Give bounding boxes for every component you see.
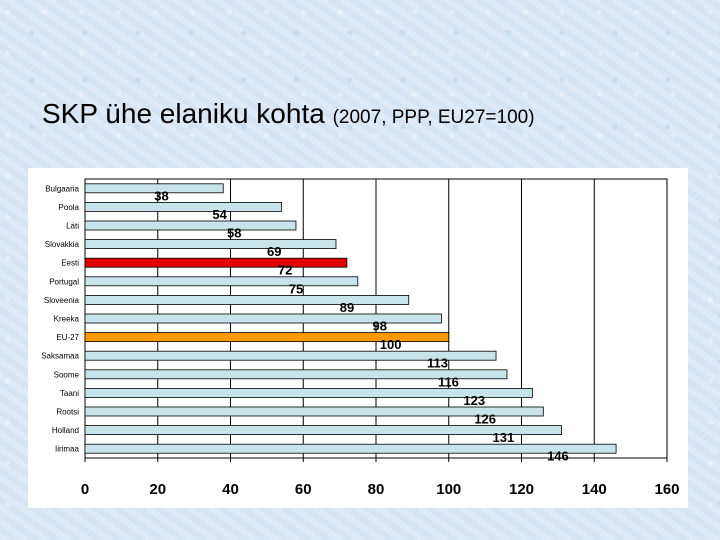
bar bbox=[84, 313, 442, 324]
bar bbox=[84, 276, 359, 287]
data-label: 123 bbox=[463, 393, 485, 408]
bar bbox=[84, 425, 562, 436]
bar bbox=[84, 369, 508, 380]
bar bbox=[84, 257, 348, 268]
x-tick-label: 20 bbox=[149, 481, 166, 498]
data-label: 54 bbox=[212, 207, 227, 222]
data-label: 100 bbox=[380, 337, 402, 352]
category-label: Holland bbox=[52, 426, 79, 435]
bar bbox=[84, 443, 617, 454]
category-label: Taani bbox=[60, 389, 79, 398]
category-label: EU-27 bbox=[56, 333, 79, 342]
bar bbox=[84, 220, 297, 231]
x-tick-label: 120 bbox=[509, 481, 534, 498]
bar bbox=[84, 239, 337, 250]
category-label: Poola bbox=[59, 203, 80, 212]
category-label: Iirimaa bbox=[55, 445, 80, 454]
x-tick-label: 0 bbox=[81, 481, 89, 498]
slide-title: SKP ühe elaniku kohta (2007, PPP, EU27=1… bbox=[42, 98, 535, 130]
x-tick-label: 60 bbox=[295, 481, 312, 498]
x-tick-label: 80 bbox=[368, 481, 385, 498]
bar bbox=[84, 201, 282, 212]
data-label: 116 bbox=[438, 374, 459, 389]
category-label: Portugal bbox=[49, 277, 79, 286]
bar bbox=[84, 350, 497, 361]
category-label: Eesti bbox=[61, 259, 79, 268]
bar bbox=[84, 332, 450, 343]
x-tick-label: 160 bbox=[654, 481, 679, 498]
category-label: Rootsi bbox=[56, 408, 79, 417]
bar bbox=[84, 406, 544, 417]
x-tick-label: 40 bbox=[222, 481, 239, 498]
data-label: 72 bbox=[278, 263, 292, 278]
category-label: Soome bbox=[54, 370, 80, 379]
data-label: 98 bbox=[372, 319, 386, 334]
category-label: Sloveenia bbox=[44, 296, 80, 305]
category-label: Slovakkia bbox=[45, 240, 80, 249]
data-label: 126 bbox=[474, 412, 496, 427]
title-main: SKP ühe elaniku kohta bbox=[42, 98, 325, 129]
x-tick-label: 140 bbox=[582, 481, 607, 498]
data-label: 89 bbox=[340, 300, 354, 315]
category-label: Bulgaaria bbox=[45, 184, 79, 193]
title-subtitle: (2007, PPP, EU27=100) bbox=[332, 107, 535, 128]
category-label: Kreeka bbox=[54, 315, 80, 324]
data-label: 75 bbox=[289, 281, 303, 296]
bar bbox=[84, 387, 533, 398]
data-label: 131 bbox=[493, 430, 515, 445]
data-label: 38 bbox=[154, 188, 168, 203]
data-label: 58 bbox=[227, 226, 241, 241]
data-label: 146 bbox=[547, 449, 569, 464]
bar bbox=[84, 294, 410, 305]
data-label: 69 bbox=[267, 244, 281, 259]
bar bbox=[84, 183, 224, 194]
data-label: 113 bbox=[427, 356, 448, 371]
category-label: Läti bbox=[66, 222, 79, 231]
category-label: Saksamaa bbox=[41, 352, 79, 361]
x-tick-label: 100 bbox=[436, 481, 461, 498]
